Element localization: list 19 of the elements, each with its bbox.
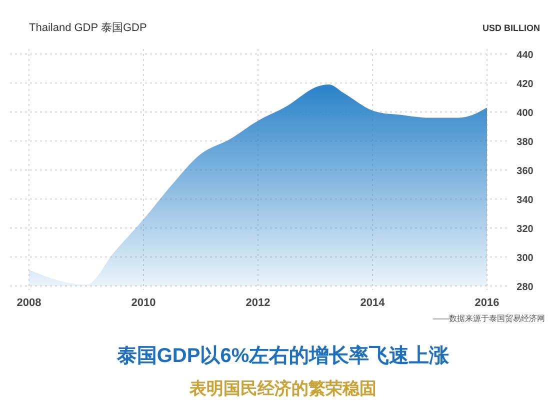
y-tick-label: 280: [516, 282, 534, 293]
y-tick-label: 320: [516, 224, 534, 235]
x-tick-label: 2010: [131, 297, 156, 309]
x-tick-label: 2014: [360, 297, 386, 309]
y-tick-label: 340: [516, 195, 534, 206]
y-tick-label: 360: [516, 166, 534, 177]
chart-title: Thailand GDP 泰国GDP: [29, 22, 147, 34]
y-axis-title: USD BILLION: [482, 23, 540, 33]
y-tick-label: 300: [516, 253, 534, 264]
text: 泰国GDP以6%左右的增长率飞速上涨: [116, 344, 450, 367]
y-tick-label: 380: [516, 137, 534, 148]
text: 表明国民经济的繁荣稳固: [188, 379, 376, 398]
y-tick-label: 440: [516, 50, 534, 61]
x-tick-label: 2008: [16, 297, 42, 309]
y-tick-label: 420: [516, 79, 534, 90]
y-tick-label: 400: [516, 108, 534, 119]
text: ——数据来源于泰国贸易经济网: [433, 314, 545, 323]
x-tick-label: 2012: [246, 297, 270, 309]
x-tick-label: 2016: [474, 297, 500, 309]
